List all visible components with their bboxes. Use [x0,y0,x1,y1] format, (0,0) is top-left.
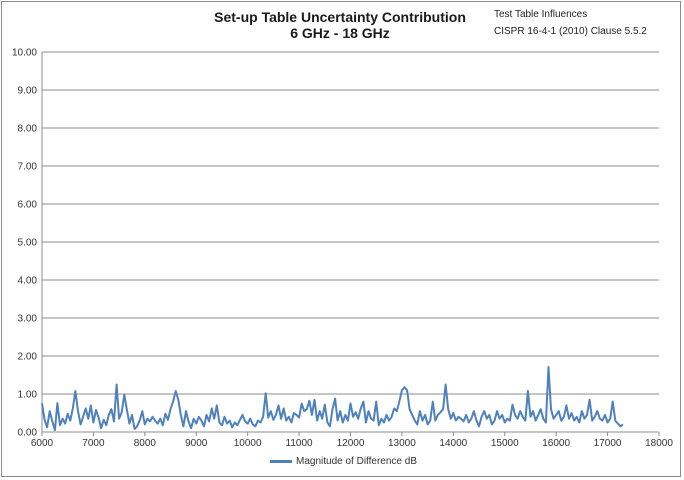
y-tick-label: 1.00 [18,390,38,401]
y-tick-label: 4.00 [18,276,38,287]
y-tick-label: 2.00 [18,352,38,363]
x-tick-label: 17000 [594,438,622,449]
series-line [41,366,624,432]
chart-title: Set-up Table Uncertainty Contribution 6 … [200,9,480,41]
y-tick-label: 9.00 [18,86,38,97]
x-tick-label: 6000 [31,438,54,449]
x-tick-label: 11000 [286,438,314,449]
y-tick-label: 7.00 [18,162,38,173]
x-tick-label: 14000 [439,438,467,449]
x-tick-label: 16000 [542,438,570,449]
x-tick-label: 10000 [234,438,262,449]
x-tick-label: 13000 [388,438,416,449]
y-tick-label: 10.00 [12,48,37,59]
x-tick-label: 12000 [337,438,365,449]
x-tick-label: 7000 [82,438,105,449]
x-tick-label: 18000 [645,438,673,449]
y-tick-label: 6.00 [18,200,38,211]
chart-title-line2: 6 GHz - 18 GHz [290,25,390,41]
x-tick-label: 15000 [491,438,519,449]
annotation-line1: Test Table Influences [494,9,588,20]
x-tick-label: 9000 [185,438,208,449]
x-tick-label: 8000 [134,438,157,449]
y-tick-label: 5.00 [18,238,38,249]
y-tick-label: 0.00 [18,428,38,439]
legend-swatch [270,460,292,463]
legend-label: Magnitude of Difference dB [296,456,418,467]
legend: Magnitude of Difference dB [270,456,417,467]
chart-title-line1: Set-up Table Uncertainty Contribution [214,9,466,25]
y-tick-label: 3.00 [18,314,38,325]
annotation-line2: CISPR 16-4-1 (2010) Clause 5.5.2 [494,26,647,37]
chart-annotation: Test Table Influences CISPR 16-4-1 (2010… [494,6,647,40]
y-tick-label: 8.00 [18,124,38,135]
